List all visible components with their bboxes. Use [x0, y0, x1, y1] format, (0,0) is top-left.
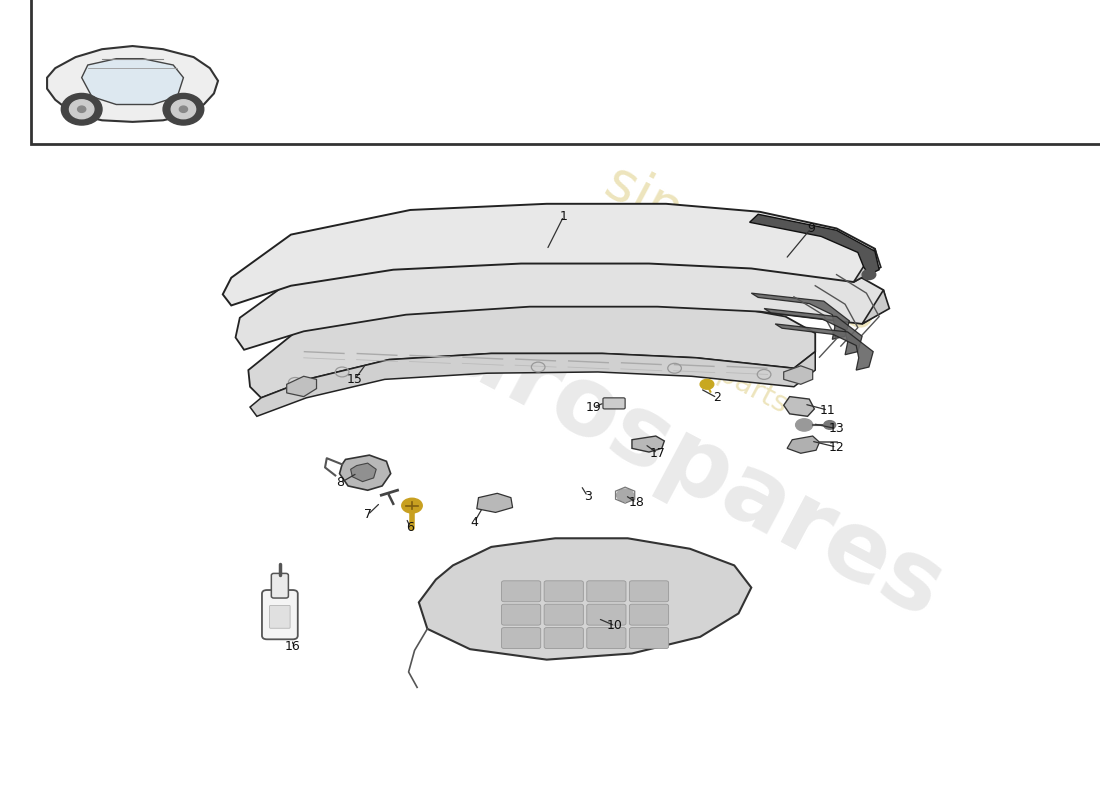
Text: a passion for parts: a passion for parts: [539, 266, 793, 418]
Text: 1: 1: [560, 210, 568, 222]
Circle shape: [179, 106, 187, 112]
Polygon shape: [235, 245, 888, 350]
Text: 6: 6: [406, 521, 415, 534]
Text: 3: 3: [584, 490, 592, 503]
Circle shape: [824, 421, 836, 430]
Text: 2: 2: [713, 391, 722, 404]
Circle shape: [700, 379, 714, 390]
FancyBboxPatch shape: [502, 581, 541, 602]
Polygon shape: [81, 58, 184, 105]
Polygon shape: [783, 366, 813, 384]
Text: 13: 13: [828, 422, 845, 435]
Circle shape: [78, 106, 86, 112]
FancyBboxPatch shape: [502, 604, 541, 625]
FancyBboxPatch shape: [544, 581, 583, 602]
Polygon shape: [340, 455, 390, 490]
FancyBboxPatch shape: [586, 604, 626, 625]
Circle shape: [402, 498, 422, 513]
Text: since 1985: since 1985: [596, 155, 889, 345]
Polygon shape: [222, 204, 879, 306]
Text: 12: 12: [828, 441, 845, 454]
Polygon shape: [419, 538, 751, 660]
Text: 19: 19: [585, 401, 602, 414]
Polygon shape: [250, 352, 815, 416]
FancyBboxPatch shape: [262, 590, 298, 639]
Text: 4: 4: [471, 516, 478, 529]
Polygon shape: [854, 249, 881, 282]
FancyBboxPatch shape: [272, 574, 288, 598]
Text: 9: 9: [807, 222, 815, 235]
FancyBboxPatch shape: [586, 628, 626, 649]
Circle shape: [172, 100, 196, 118]
FancyBboxPatch shape: [629, 628, 669, 649]
Text: 10: 10: [607, 619, 623, 632]
FancyBboxPatch shape: [544, 604, 583, 625]
Polygon shape: [783, 397, 814, 416]
Polygon shape: [749, 214, 879, 274]
Polygon shape: [788, 436, 820, 454]
Polygon shape: [862, 290, 890, 324]
Polygon shape: [764, 309, 862, 354]
Polygon shape: [776, 324, 873, 370]
FancyBboxPatch shape: [502, 628, 541, 649]
Polygon shape: [47, 46, 218, 122]
Circle shape: [795, 418, 813, 431]
Text: eurospares: eurospares: [373, 268, 959, 638]
Circle shape: [617, 489, 634, 502]
Polygon shape: [351, 463, 376, 482]
Text: 18: 18: [628, 496, 645, 509]
FancyBboxPatch shape: [629, 581, 669, 602]
Polygon shape: [631, 436, 664, 452]
Circle shape: [862, 270, 876, 279]
FancyBboxPatch shape: [629, 604, 669, 625]
Circle shape: [69, 100, 94, 118]
FancyBboxPatch shape: [603, 398, 625, 409]
Polygon shape: [287, 376, 317, 397]
Circle shape: [62, 94, 102, 125]
Polygon shape: [476, 494, 513, 513]
Text: 15: 15: [346, 373, 363, 386]
FancyBboxPatch shape: [270, 606, 290, 628]
FancyBboxPatch shape: [544, 628, 583, 649]
Circle shape: [163, 94, 204, 125]
Polygon shape: [249, 298, 815, 398]
Text: 11: 11: [821, 404, 836, 417]
Text: 17: 17: [650, 446, 666, 460]
FancyBboxPatch shape: [586, 581, 626, 602]
Text: 16: 16: [285, 639, 300, 653]
Text: 8: 8: [337, 476, 344, 490]
Polygon shape: [751, 293, 849, 339]
Text: 7: 7: [364, 508, 372, 522]
